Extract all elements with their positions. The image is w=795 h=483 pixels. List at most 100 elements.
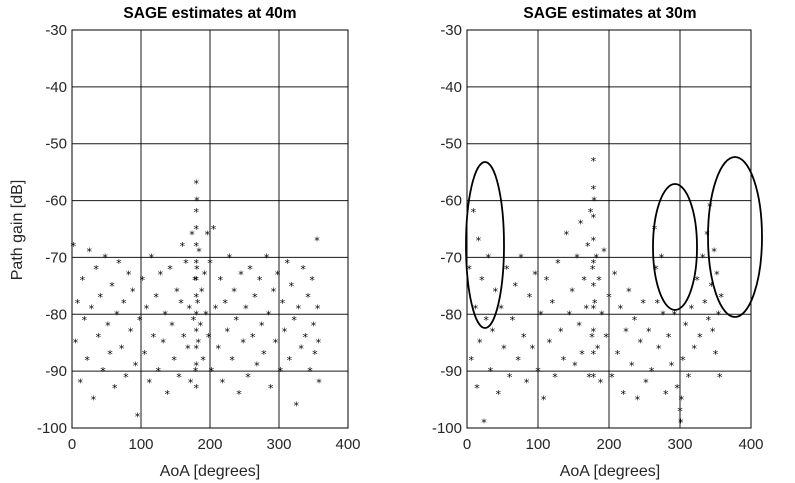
data-point: *	[591, 348, 597, 361]
highlight-ellipse-left	[465, 161, 505, 329]
data-point: *	[590, 263, 596, 276]
data-point: *	[660, 308, 666, 321]
data-point: *	[629, 359, 635, 372]
data-point: *	[589, 331, 595, 344]
data-point: *	[689, 303, 695, 316]
data-point: *	[199, 286, 205, 299]
data-point: *	[264, 251, 270, 264]
data-point: *	[296, 303, 302, 316]
data-point: *	[193, 240, 199, 253]
data-point: *	[663, 388, 669, 401]
data-point: *	[218, 274, 224, 287]
data-point: *	[259, 320, 265, 333]
y-tick-label: -70	[45, 249, 67, 266]
y-tick-label: -60	[45, 193, 67, 210]
data-point: *	[196, 246, 202, 259]
data-point: *	[193, 223, 199, 236]
data-point: *	[126, 268, 132, 281]
y-tick-label: -30	[45, 22, 67, 39]
data-point: *	[144, 303, 150, 316]
data-point: *	[294, 399, 300, 412]
data-point: *	[149, 251, 155, 264]
data-point: *	[268, 382, 274, 395]
data-point: *	[646, 325, 652, 338]
data-point: *	[169, 320, 175, 333]
data-point: *	[591, 303, 597, 316]
data-point: *	[649, 365, 655, 378]
data-point: *	[501, 342, 507, 355]
data-point: *	[315, 303, 321, 316]
data-point: *	[702, 297, 708, 310]
y-tick-label: -80	[45, 306, 67, 323]
data-point: *	[193, 206, 199, 219]
data-point: *	[273, 337, 279, 350]
data-point: *	[507, 371, 513, 384]
data-point: *	[588, 206, 594, 219]
data-point: *	[656, 342, 662, 355]
data-point: *	[532, 268, 538, 281]
data-point: *	[158, 268, 164, 281]
data-point: *	[75, 297, 81, 310]
data-point: *	[211, 223, 217, 236]
data-point: *	[193, 342, 199, 355]
data-point: *	[510, 314, 516, 327]
data-point: *	[73, 337, 79, 350]
y-tick-label: -80	[440, 306, 462, 323]
data-point: *	[162, 308, 168, 321]
data-point: *	[266, 308, 272, 321]
data-point: *	[591, 183, 597, 196]
data-point: *	[591, 371, 597, 384]
data-point: *	[471, 206, 477, 219]
data-point: *	[87, 246, 93, 259]
data-point: *	[591, 234, 597, 247]
data-point: *	[716, 308, 722, 321]
data-point: *	[207, 257, 213, 270]
data-point: *	[527, 291, 533, 304]
data-point: *	[180, 240, 186, 253]
data-point: *	[254, 359, 260, 372]
data-point: *	[574, 251, 580, 264]
data-point: *	[691, 342, 697, 355]
y-tick-label: -40	[440, 79, 462, 96]
data-point: *	[238, 268, 244, 281]
data-point: *	[80, 274, 86, 287]
x-tick-label: 200	[197, 436, 222, 453]
x-tick-label: 100	[128, 436, 153, 453]
data-point: *	[278, 365, 284, 378]
data-point: *	[674, 382, 680, 395]
y-tick-label: -90	[440, 363, 462, 380]
data-point: *	[706, 314, 712, 327]
data-point: *	[250, 331, 256, 344]
x-tick-label: 100	[525, 436, 550, 453]
data-point: *	[193, 274, 199, 287]
data-point: *	[243, 303, 249, 316]
data-point: *	[618, 303, 624, 316]
data-point: *	[493, 286, 499, 299]
data-point: *	[84, 354, 90, 367]
chart-title: SAGE estimates at 30m	[523, 5, 696, 22]
data-point: *	[477, 337, 483, 350]
data-point: *	[623, 325, 629, 338]
data-point: *	[717, 371, 723, 384]
data-point: *	[473, 303, 479, 316]
data-point: *	[198, 320, 204, 333]
y-axis-label: Path gain [dB]	[9, 180, 26, 281]
data-point: *	[112, 382, 118, 395]
data-point: *	[678, 416, 684, 429]
data-point: *	[591, 155, 597, 168]
data-point: *	[513, 280, 519, 293]
data-point: *	[261, 348, 267, 361]
data-point: *	[220, 377, 226, 390]
data-point: *	[312, 348, 318, 361]
data-point: *	[188, 377, 194, 390]
data-point: *	[495, 388, 501, 401]
data-point: *	[606, 291, 612, 304]
data-point: *	[592, 297, 598, 310]
data-point: *	[552, 371, 558, 384]
data-point: *	[591, 257, 597, 270]
data-point: *	[204, 229, 210, 242]
data-point: *	[572, 359, 578, 372]
y-tick-label: -90	[45, 363, 67, 380]
data-point: *	[130, 286, 136, 299]
